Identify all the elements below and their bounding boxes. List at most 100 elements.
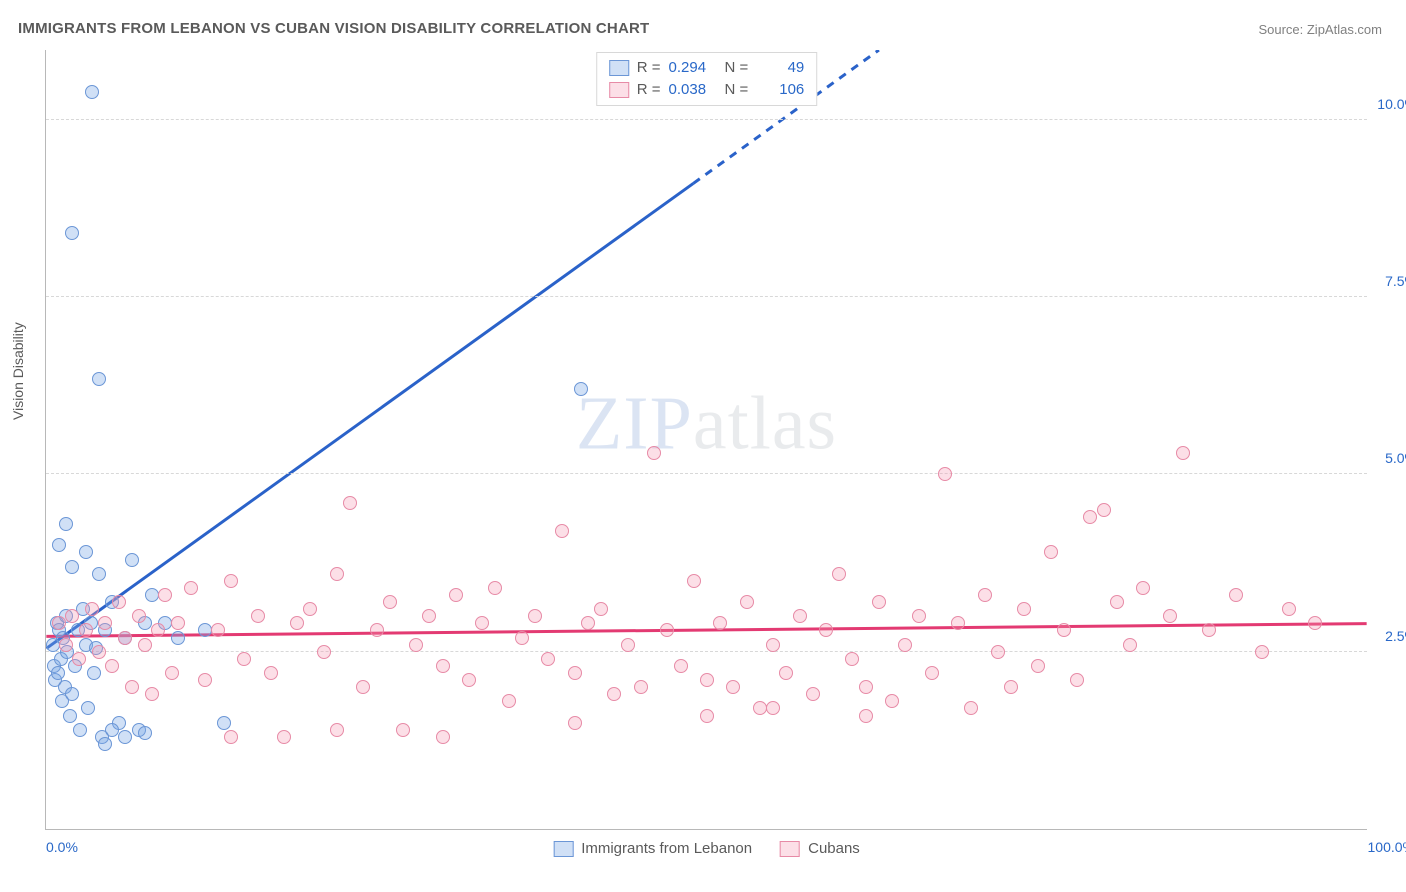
data-point [1044,545,1058,559]
y-tick-label: 7.5% [1385,273,1406,289]
data-point [79,545,93,559]
data-point [674,659,688,673]
data-point [65,226,79,240]
data-point [224,730,238,744]
data-point [1110,595,1124,609]
legend-swatch [609,82,629,98]
data-point [647,446,661,460]
stats-r-label: R = [637,79,661,101]
data-point [81,701,95,715]
data-point [165,666,179,680]
trend-line [46,183,693,648]
data-point [72,652,86,666]
data-point [436,730,450,744]
gridline [46,296,1367,297]
data-point [779,666,793,680]
gridline [46,473,1367,474]
data-point [264,666,278,680]
data-point [151,623,165,637]
data-point [819,623,833,637]
data-point [502,694,516,708]
data-point [462,673,476,687]
data-point [568,666,582,680]
data-point [700,673,714,687]
data-point [59,517,73,531]
data-point [898,638,912,652]
data-point [85,602,99,616]
data-point [79,623,93,637]
data-point [132,609,146,623]
y-tick-label: 2.5% [1385,628,1406,644]
legend-swatch [553,841,573,857]
data-point [872,595,886,609]
data-point [330,723,344,737]
data-point [634,680,648,694]
data-point [92,567,106,581]
data-point [105,659,119,673]
data-point [409,638,423,652]
data-point [753,701,767,715]
data-point [1017,602,1031,616]
y-tick-label: 10.0% [1377,96,1406,112]
data-point [211,623,225,637]
data-point [1308,616,1322,630]
watermark-suffix: atlas [693,381,837,465]
data-point [806,687,820,701]
data-point [1123,638,1137,652]
data-point [766,701,780,715]
legend-swatch [609,60,629,76]
data-point [370,623,384,637]
data-point [726,680,740,694]
data-point [138,726,152,740]
data-point [343,496,357,510]
stats-r-value: 0.294 [669,57,717,79]
source-attribution: Source: ZipAtlas.com [1258,22,1382,37]
data-point [198,623,212,637]
data-point [574,382,588,396]
data-point [1097,503,1111,517]
series-legend: Immigrants from LebanonCubans [553,840,860,857]
data-point [766,638,780,652]
data-point [65,560,79,574]
data-point [303,602,317,616]
data-point [98,737,112,751]
data-point [594,602,608,616]
data-point [125,680,139,694]
x-tick-label: 100.0% [1368,839,1406,855]
stats-legend-row: R =0.294N =49 [609,57,805,79]
data-point [1202,623,1216,637]
data-point [145,687,159,701]
data-point [1176,446,1190,460]
data-point [925,666,939,680]
chart-title: IMMIGRANTS FROM LEBANON VS CUBAN VISION … [18,20,649,37]
legend-label: Cubans [808,840,860,857]
data-point [1004,680,1018,694]
x-tick-label: 0.0% [46,839,78,855]
data-point [145,588,159,602]
data-point [978,588,992,602]
data-point [1136,581,1150,595]
data-point [158,588,172,602]
data-point [224,574,238,588]
data-point [713,616,727,630]
data-point [98,616,112,630]
data-point [568,716,582,730]
stats-legend-row: R =0.038N =106 [609,79,805,101]
data-point [1031,659,1045,673]
data-point [383,595,397,609]
data-point [449,588,463,602]
data-point [660,623,674,637]
data-point [277,730,291,744]
data-point [237,652,251,666]
legend-swatch [780,841,800,857]
data-point [1255,645,1269,659]
data-point [330,567,344,581]
data-point [555,524,569,538]
data-point [52,538,66,552]
trend-line [46,624,1366,637]
data-point [991,645,1005,659]
data-point [859,709,873,723]
data-point [63,709,77,723]
data-point [528,609,542,623]
data-point [87,666,101,680]
